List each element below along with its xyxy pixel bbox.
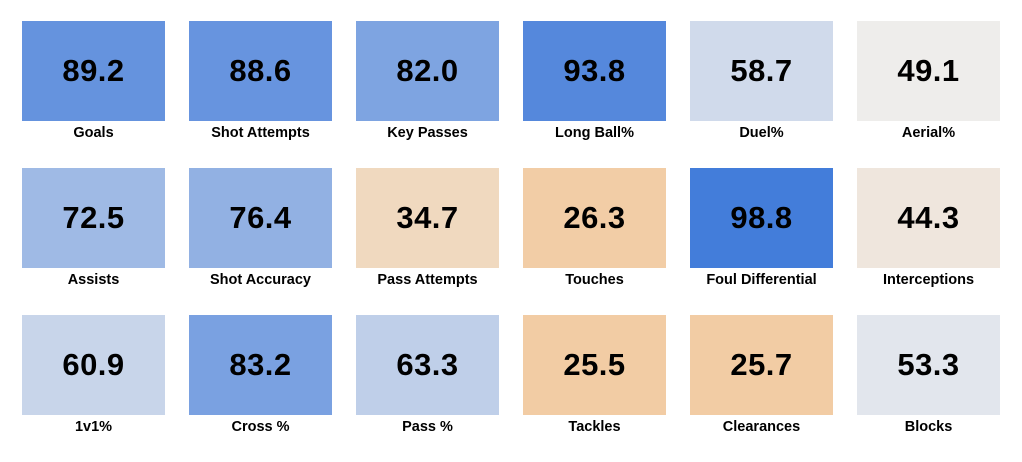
cell-category-label: Long Ball% [555, 125, 634, 141]
cell-category-label: Goals [73, 125, 114, 141]
cell-value-label: 88.6 [229, 53, 292, 88]
heatmap-cell: 34.7 [356, 168, 499, 268]
cell-category-label: Blocks [904, 419, 953, 435]
heatmap-cell: 63.3 [356, 315, 499, 415]
cell-category-label: Cross % [231, 419, 290, 435]
cell-category-label: Touches [565, 272, 624, 288]
cell-value-label: 63.3 [396, 347, 459, 382]
cell-category-label: Key Passes [387, 125, 468, 141]
heatmap-cell: 72.5 [22, 168, 165, 268]
stat-tile-cross: 83.2 Cross % [189, 315, 332, 462]
heatmap-cell: 89.2 [22, 21, 165, 121]
cell-value-label: 34.7 [396, 200, 459, 235]
stat-tile-touches: 26.3 Touches [523, 168, 666, 315]
cell-category-label: Interceptions [882, 272, 975, 288]
stat-tile-foul-differential: 98.8 Foul Differential [690, 168, 833, 315]
cell-category-label: Pass % [402, 419, 453, 435]
heatmap-cell: 98.8 [690, 168, 833, 268]
stat-tile-blocks: 53.3 Blocks [857, 315, 1000, 462]
stat-tile-duel: 58.7 Duel% [690, 21, 833, 168]
heatmap-cell: 60.9 [22, 315, 165, 415]
cell-value-label: 60.9 [62, 347, 125, 382]
cell-category-label: Assists [67, 272, 120, 288]
stat-tile-shot-accuracy: 76.4 Shot Accuracy [189, 168, 332, 315]
cell-value-label: 26.3 [563, 200, 626, 235]
cell-category-label: Shot Accuracy [210, 272, 311, 288]
stat-tile-assists: 72.5 Assists [22, 168, 165, 315]
stat-tile-pass-attempts: 34.7 Pass Attempts [356, 168, 499, 315]
heatmap-cell: 58.7 [690, 21, 833, 121]
heatmap-cell: 93.8 [523, 21, 666, 121]
stat-tile-interceptions: 44.3 Interceptions [857, 168, 1000, 315]
stat-tile-goals: 89.2 Goals [22, 21, 165, 168]
heatmap-cell: 26.3 [523, 168, 666, 268]
cell-value-label: 98.8 [730, 200, 793, 235]
stat-tile-clearances: 25.7 Clearances [690, 315, 833, 462]
cell-category-label: Foul Differential [706, 272, 817, 288]
heatmap-cell: 82.0 [356, 21, 499, 121]
cell-category-label: Tackles [568, 419, 621, 435]
stat-tile-long-ball: 93.8 Long Ball% [523, 21, 666, 168]
heatmap-cell: 83.2 [189, 315, 332, 415]
cell-value-label: 49.1 [897, 53, 960, 88]
cell-category-label: Shot Attempts [211, 125, 310, 141]
heatmap-cell: 25.7 [690, 315, 833, 415]
stat-tile-1v1: 60.9 1v1% [22, 315, 165, 462]
cell-category-label: 1v1% [74, 419, 113, 435]
heatmap-cell: 44.3 [857, 168, 1000, 268]
stat-tile-aerial: 49.1 Aerial% [857, 21, 1000, 168]
heatmap-cell: 49.1 [857, 21, 1000, 121]
stat-tile-key-passes: 82.0 Key Passes [356, 21, 499, 168]
cell-value-label: 89.2 [62, 53, 125, 88]
cell-value-label: 76.4 [229, 200, 292, 235]
heatmap-cell: 53.3 [857, 315, 1000, 415]
heatmap-cell: 76.4 [189, 168, 332, 268]
cell-category-label: Clearances [722, 419, 801, 435]
cell-value-label: 83.2 [229, 347, 292, 382]
cell-value-label: 25.7 [730, 347, 793, 382]
heatmap-cell: 25.5 [523, 315, 666, 415]
heatmap-cell: 88.6 [189, 21, 332, 121]
cell-value-label: 58.7 [730, 53, 793, 88]
cell-category-label: Pass Attempts [377, 272, 478, 288]
cell-category-label: Aerial% [901, 125, 956, 141]
cell-value-label: 93.8 [563, 53, 626, 88]
stat-tile-shot-attempts: 88.6 Shot Attempts [189, 21, 332, 168]
cell-category-label: Duel% [739, 125, 784, 141]
cell-value-label: 25.5 [563, 347, 626, 382]
stat-tile-tackles: 25.5 Tackles [523, 315, 666, 462]
cell-value-label: 44.3 [897, 200, 960, 235]
cell-value-label: 53.3 [897, 347, 960, 382]
cell-value-label: 82.0 [396, 53, 459, 88]
stat-tile-pass: 63.3 Pass % [356, 315, 499, 462]
cell-value-label: 72.5 [62, 200, 125, 235]
